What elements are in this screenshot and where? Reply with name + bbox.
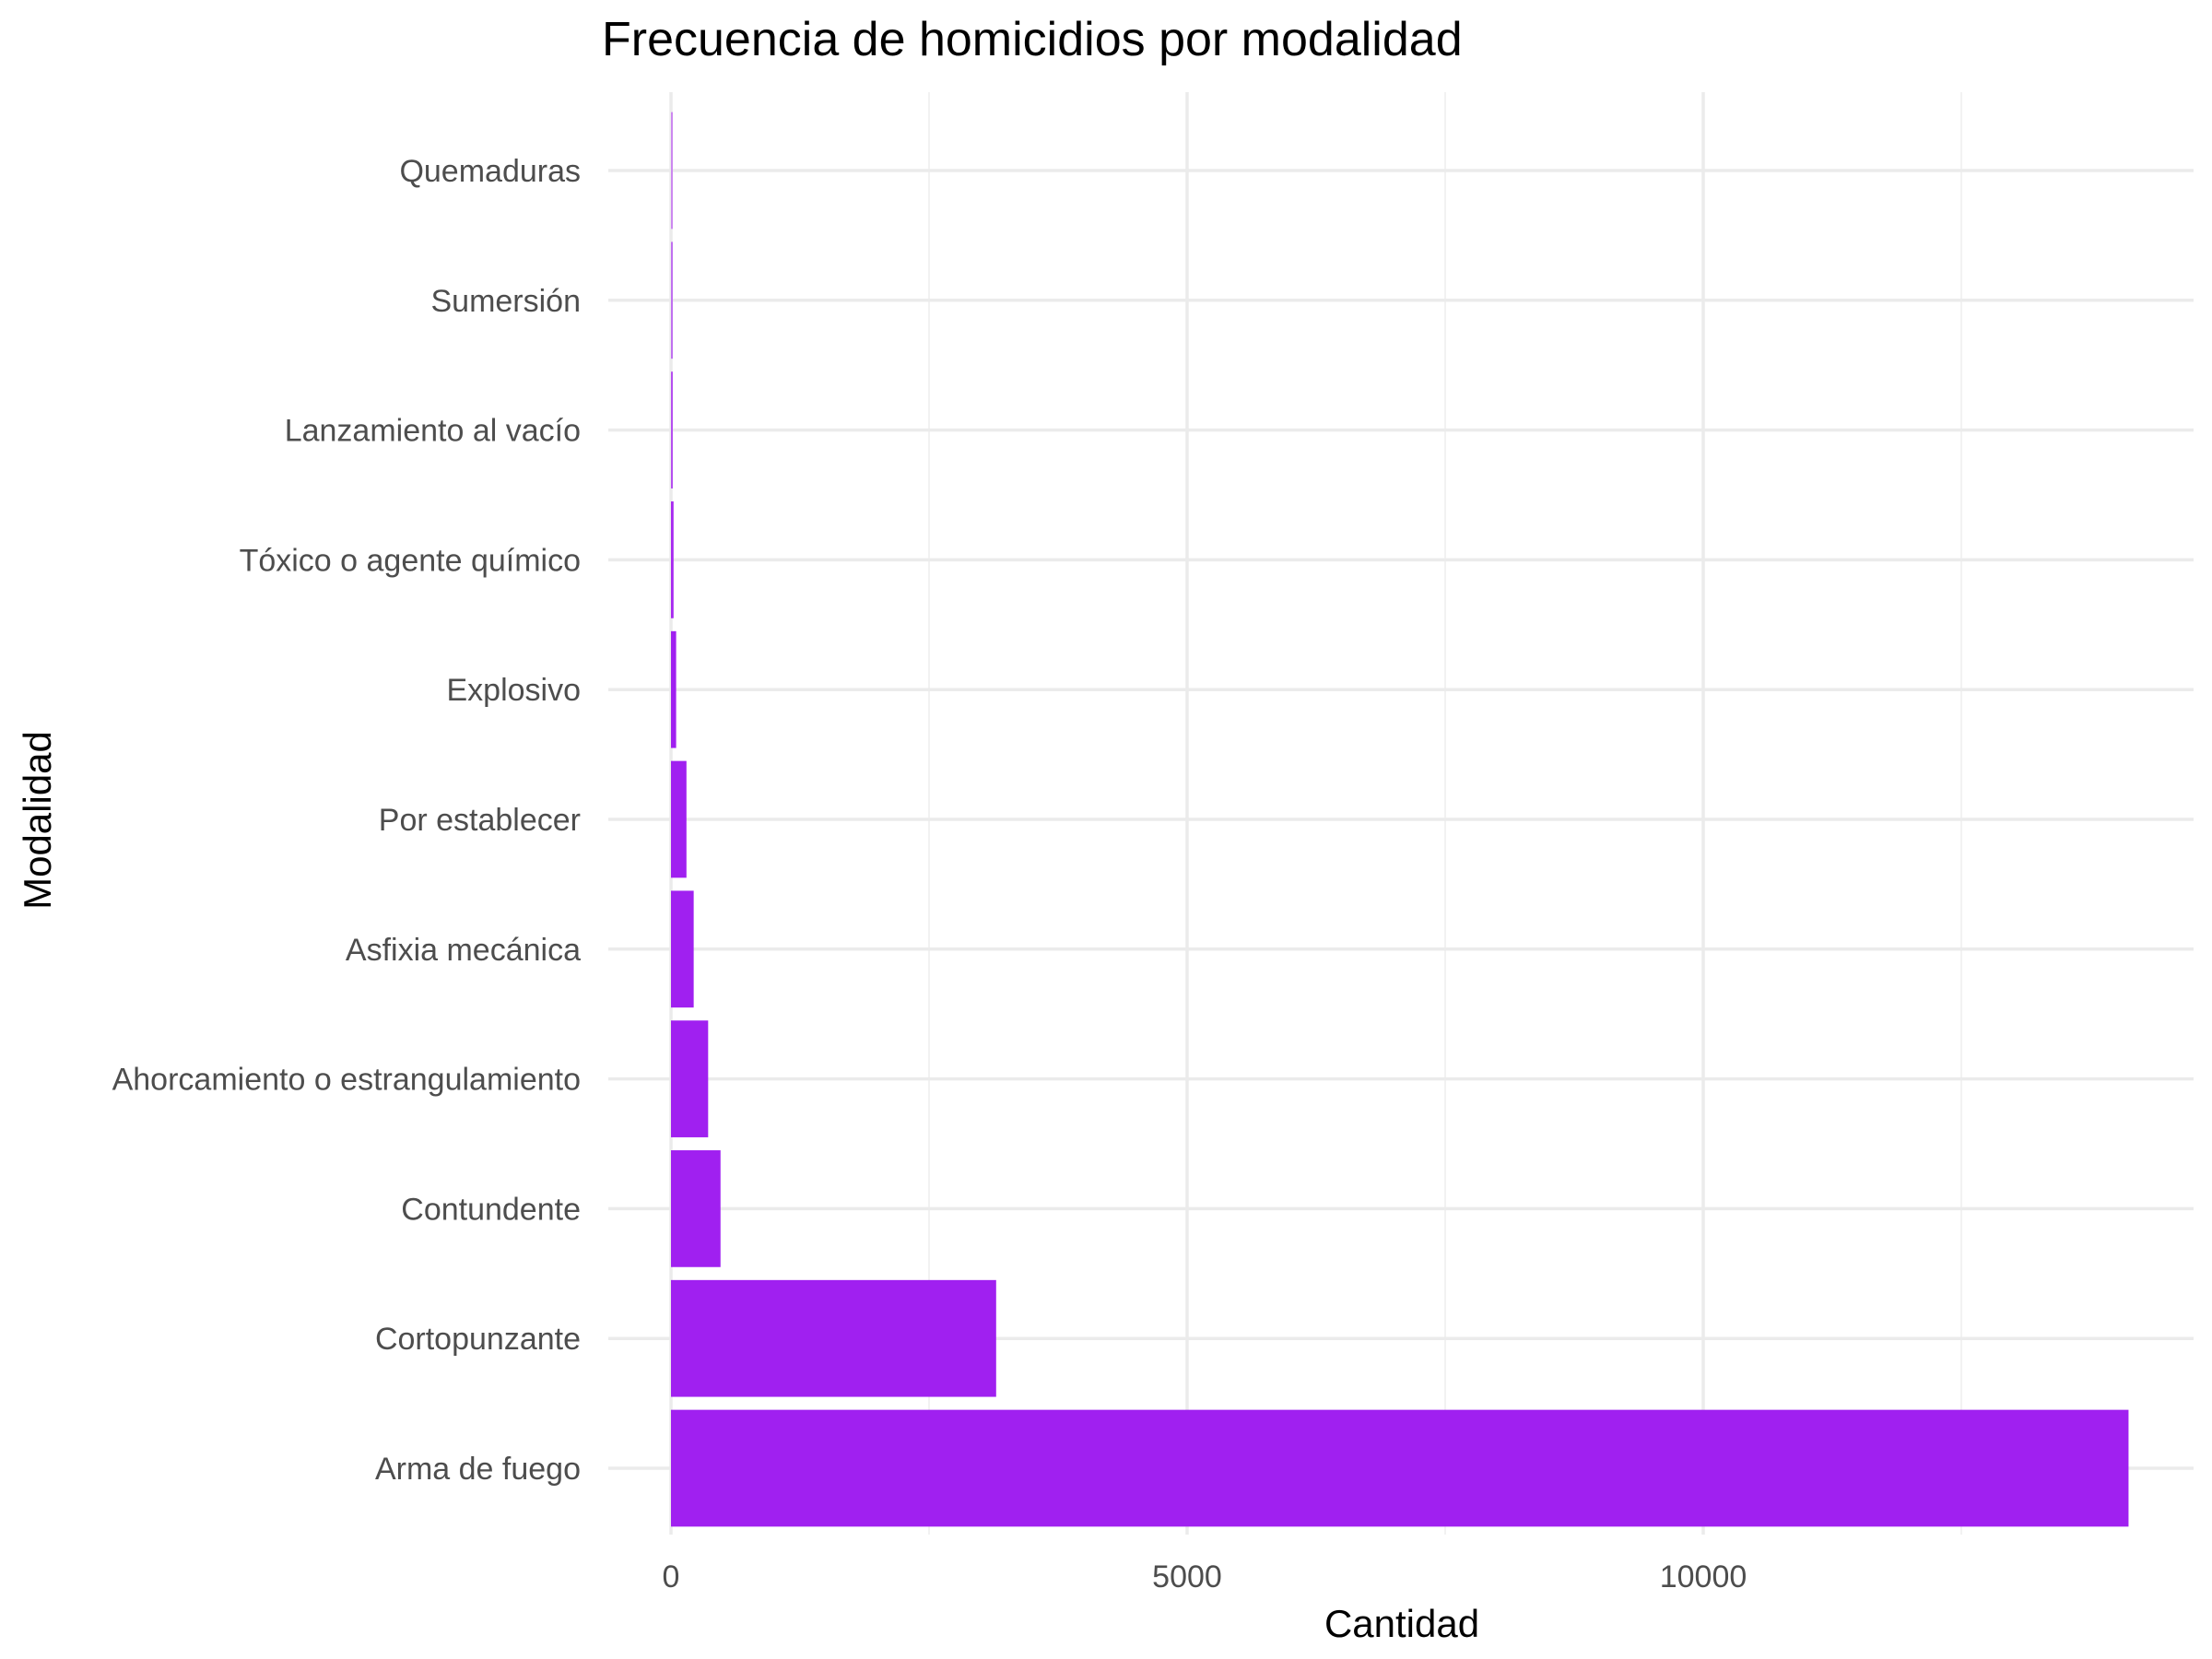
- bar: [671, 1279, 996, 1397]
- bar: [671, 241, 673, 359]
- y-tick-label: Quemaduras: [399, 154, 581, 189]
- x-tick-label: 0: [663, 1559, 680, 1594]
- x-tick-label: 5000: [1152, 1559, 1222, 1594]
- bar: [671, 890, 694, 1008]
- y-tick-label: Asfixia mecánica: [346, 933, 581, 968]
- bar: [671, 1020, 709, 1137]
- x-axis-title: Cantidad: [1324, 1602, 1479, 1645]
- bar: [671, 371, 673, 488]
- y-tick-label: Ahorcamiento o estrangulamiento: [112, 1063, 581, 1098]
- x-tick-labels: 0 5000 10000: [663, 1559, 1747, 1594]
- y-tick-labels: Arma de fuego Cortopunzante Contundente Aho…: [112, 154, 581, 1487]
- y-tick-label: Contundente: [401, 1192, 581, 1227]
- chart-title: Frecuencia de homicidios por modalidad: [602, 13, 1463, 66]
- y-tick-label: Explosivo: [446, 673, 581, 708]
- bar: [671, 630, 677, 748]
- y-tick-label: Tóxico o agente químico: [240, 543, 581, 578]
- y-tick-label: Lanzamiento al vacío: [285, 414, 581, 449]
- bar: [671, 1409, 2129, 1527]
- bar: [671, 1150, 721, 1267]
- y-axis-title: Modalidad: [16, 731, 59, 910]
- y-tick-label: Arma de fuego: [375, 1452, 581, 1487]
- x-tick-label: 10000: [1660, 1559, 1747, 1594]
- bar: [671, 112, 673, 229]
- y-tick-label: Cortopunzante: [375, 1322, 581, 1357]
- bar: [671, 760, 687, 878]
- bar: [671, 501, 674, 618]
- y-tick-label: Sumersión: [430, 284, 581, 319]
- grid-layer: [608, 92, 2194, 1535]
- y-tick-label: Por establecer: [379, 803, 581, 838]
- bars-layer: [671, 112, 2129, 1527]
